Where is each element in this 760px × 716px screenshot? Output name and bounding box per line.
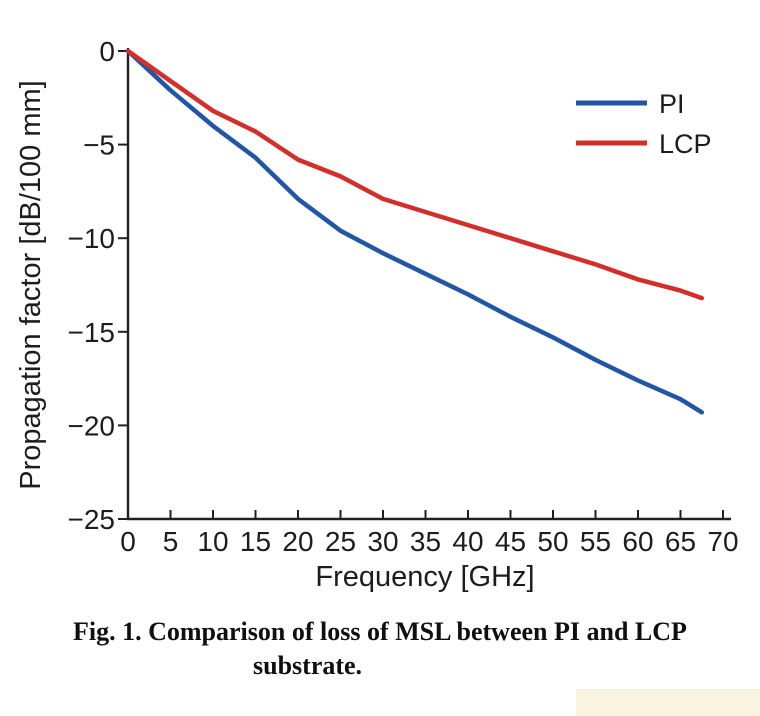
y-tick-label: −25 [68, 504, 116, 535]
y-tick-label: 0 [99, 36, 115, 67]
page-corner-artifact [576, 689, 760, 716]
y-tick-label: −15 [68, 317, 116, 348]
x-tick-label: 50 [537, 526, 568, 557]
y-axis-title: Propagation factor [dB/100 mm] [15, 80, 47, 489]
legend: PI LCP [576, 89, 712, 159]
x-tick-label: 55 [580, 526, 611, 557]
x-tick-label: 65 [665, 526, 696, 557]
lcp-curve [125, 48, 705, 301]
x-tick-label: 15 [240, 526, 271, 557]
legend-label-pi: PI [659, 89, 685, 119]
x-tick-label: 45 [495, 526, 526, 557]
y-tick-label: −10 [68, 223, 116, 254]
legend-label-lcp: LCP [659, 129, 712, 159]
line-chart: 0 5 10 15 20 25 30 35 40 45 50 55 60 65 700−5−10−15−20… [15, 36, 739, 593]
x-tick-label: 20 [282, 526, 313, 557]
x-tick-label: 35 [410, 526, 441, 557]
data-curves [125, 48, 705, 415]
x-axis-title: Frequency [GHz] [315, 561, 534, 593]
x-tick-label: 70 [707, 526, 738, 557]
axis-ticks: 0 5 10 15 20 25 30 35 40 45 50 55 60 65 700−5−10−15−20… [68, 36, 739, 557]
caption-line-2: substrate. [253, 651, 363, 681]
caption-line-1: Fig. 1. Comparison of loss of MSL betwee… [73, 617, 687, 646]
pi-curve [125, 48, 705, 415]
y-tick-label: −5 [83, 130, 115, 161]
x-tick-label: 5 [163, 526, 179, 557]
x-tick-label: 30 [367, 526, 398, 557]
figure-caption: Fig. 1. Comparison of loss of MSL betwee… [73, 615, 687, 684]
x-tick-label: 0 [120, 526, 136, 557]
x-tick-label: 10 [197, 526, 228, 557]
x-tick-label: 40 [452, 526, 483, 557]
y-tick-label: −20 [68, 410, 116, 441]
x-tick-label: 25 [325, 526, 356, 557]
x-tick-label: 60 [622, 526, 653, 557]
